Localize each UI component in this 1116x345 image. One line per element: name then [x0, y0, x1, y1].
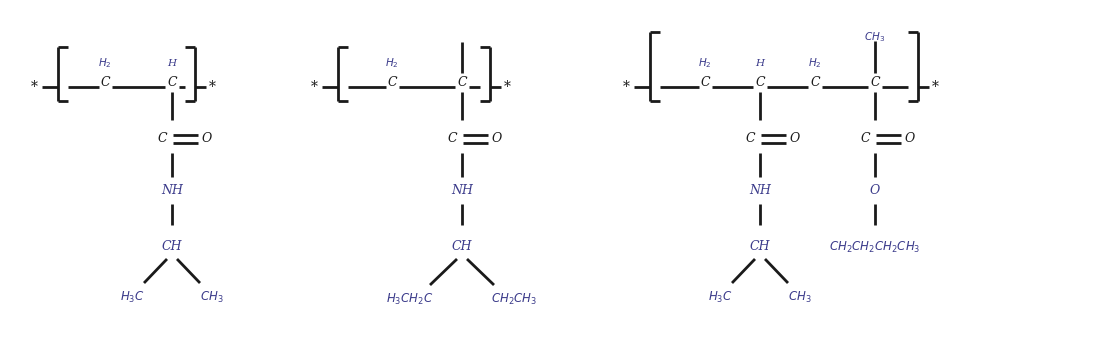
- Text: NH: NH: [749, 184, 771, 197]
- Text: C: C: [167, 77, 176, 89]
- Text: C: C: [810, 77, 820, 89]
- Text: C: C: [756, 77, 764, 89]
- Text: NH: NH: [161, 184, 183, 197]
- Text: C: C: [860, 132, 869, 146]
- Text: C: C: [100, 77, 109, 89]
- Text: O: O: [790, 132, 800, 146]
- Text: O: O: [905, 132, 915, 146]
- Text: $H_2$: $H_2$: [699, 56, 712, 70]
- Text: H: H: [167, 59, 176, 68]
- Text: *: *: [30, 80, 38, 94]
- Text: C: C: [448, 132, 456, 146]
- Text: *: *: [623, 80, 629, 94]
- Text: O: O: [202, 132, 212, 146]
- Text: $CH_3$: $CH_3$: [788, 289, 811, 305]
- Text: $H_3CH_2C$: $H_3CH_2C$: [386, 292, 434, 307]
- Text: CH: CH: [750, 240, 770, 254]
- Text: O: O: [492, 132, 502, 146]
- Text: $H_2$: $H_2$: [385, 56, 398, 70]
- Text: C: C: [387, 77, 397, 89]
- Text: $CH_3$: $CH_3$: [865, 30, 886, 44]
- Text: C: C: [458, 77, 466, 89]
- Text: H: H: [756, 59, 764, 68]
- Text: C: C: [700, 77, 710, 89]
- Text: CH: CH: [452, 240, 472, 254]
- Text: *: *: [209, 80, 215, 94]
- Text: CH: CH: [162, 240, 182, 254]
- Text: *: *: [503, 80, 510, 94]
- Text: O: O: [869, 184, 881, 197]
- Text: C: C: [745, 132, 754, 146]
- Text: C: C: [157, 132, 166, 146]
- Text: $H_3C$: $H_3C$: [708, 289, 732, 305]
- Text: *: *: [932, 80, 939, 94]
- Text: $H_2$: $H_2$: [808, 56, 821, 70]
- Text: C: C: [870, 77, 879, 89]
- Text: $CH_2CH_2CH_2CH_3$: $CH_2CH_2CH_2CH_3$: [829, 239, 921, 255]
- Text: *: *: [310, 80, 317, 94]
- Text: $CH_3$: $CH_3$: [200, 289, 224, 305]
- Text: $H_3C$: $H_3C$: [119, 289, 144, 305]
- Text: $H_2$: $H_2$: [98, 56, 112, 70]
- Text: NH: NH: [451, 184, 473, 197]
- Text: $CH_2CH_3$: $CH_2CH_3$: [491, 292, 537, 307]
